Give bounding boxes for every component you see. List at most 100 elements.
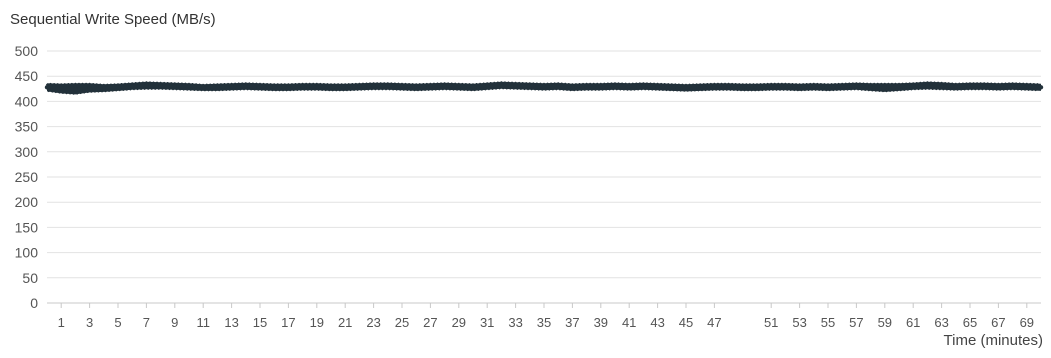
data-point <box>655 84 660 89</box>
chart-title: Sequential Write Speed (MB/s) <box>10 11 216 28</box>
data-point <box>698 85 703 90</box>
data-point <box>158 83 163 88</box>
y-tick-label: 250 <box>15 169 39 185</box>
y-tick-label: 50 <box>22 270 38 286</box>
data-point <box>470 85 476 90</box>
data-point <box>584 84 589 89</box>
data-point <box>740 85 745 90</box>
x-tick-label: 1 <box>58 315 65 330</box>
data-point <box>328 85 334 90</box>
x-tick-label: 51 <box>764 315 778 330</box>
data-point <box>1010 84 1015 89</box>
x-tick-label: 35 <box>537 315 551 330</box>
x-tick-label: 63 <box>934 315 948 330</box>
data-point <box>414 85 419 90</box>
x-tick-label: 31 <box>480 315 494 330</box>
data-point <box>101 86 107 92</box>
data-point <box>641 84 646 89</box>
x-tick-label: 11 <box>196 315 210 330</box>
data-point <box>840 84 845 89</box>
data-point <box>868 85 873 90</box>
y-tick-label: 450 <box>15 68 39 84</box>
data-point <box>825 85 831 90</box>
data-point <box>669 85 674 90</box>
data-point <box>627 84 632 89</box>
data-point <box>953 84 958 89</box>
data-point <box>385 84 390 89</box>
x-tick-label: 37 <box>565 315 579 330</box>
data-point <box>754 85 760 90</box>
data-point <box>286 85 291 90</box>
data-point <box>911 84 916 89</box>
x-tick-label: 21 <box>338 315 352 330</box>
data-point <box>499 83 504 88</box>
data-point <box>115 85 121 90</box>
y-tick-label: 0 <box>30 295 38 311</box>
x-tick-label: 5 <box>114 315 121 330</box>
x-tick-label: 13 <box>224 315 238 330</box>
y-tick-label: 200 <box>15 194 39 210</box>
x-tick-label: 41 <box>622 315 636 330</box>
data-point <box>513 83 518 88</box>
data-point <box>726 84 731 89</box>
x-tick-label: 59 <box>878 315 892 330</box>
data-point <box>87 86 92 91</box>
x-tick-label: 53 <box>792 315 806 330</box>
data-point <box>967 84 973 89</box>
data-point <box>314 84 319 89</box>
data-point <box>300 84 305 89</box>
y-tick-label: 300 <box>15 144 39 160</box>
x-tick-label: 65 <box>963 315 977 330</box>
data-point <box>939 84 944 89</box>
data-point <box>399 84 405 89</box>
data-point <box>996 84 1001 89</box>
data-point <box>44 85 50 90</box>
data-point <box>598 84 603 89</box>
y-tick-label: 100 <box>15 245 39 261</box>
data-point <box>215 85 220 90</box>
data-point <box>172 84 177 89</box>
data-point <box>882 85 887 90</box>
data-point <box>541 84 547 89</box>
data-point <box>144 83 149 88</box>
data-point <box>570 85 575 90</box>
x-tick-label: 67 <box>991 315 1005 330</box>
x-tick-label: 23 <box>366 315 380 330</box>
data-point <box>229 84 234 89</box>
x-tick-label: 29 <box>452 315 466 330</box>
data-point <box>343 85 348 90</box>
data-point <box>769 84 774 89</box>
x-tick-label: 19 <box>310 315 324 330</box>
data-point <box>811 84 816 89</box>
data-point <box>442 84 447 89</box>
x-tick-label: 33 <box>508 315 522 330</box>
data-point <box>612 84 618 89</box>
data-point <box>73 87 78 92</box>
y-tick-label: 150 <box>15 219 39 235</box>
data-point <box>1024 84 1030 89</box>
x-tick-label: 39 <box>594 315 608 330</box>
x-tick-label: 27 <box>423 315 437 330</box>
data-point <box>925 83 930 88</box>
x-axis-title: Time (minutes) <box>943 332 1043 349</box>
x-tick-label: 69 <box>1020 315 1034 330</box>
data-point <box>854 84 859 89</box>
x-tick-label: 61 <box>906 315 920 330</box>
data-point <box>797 85 802 90</box>
x-axis <box>60 303 1028 308</box>
y-tick-label: 500 <box>15 43 39 59</box>
data-point <box>201 85 206 90</box>
data-point <box>186 84 192 89</box>
x-tick-label: 25 <box>395 315 409 330</box>
data-point <box>982 84 987 89</box>
data-point <box>683 85 689 90</box>
y-tick-label: 350 <box>15 119 39 135</box>
data-point <box>357 84 362 89</box>
x-tick-label: 15 <box>253 315 267 330</box>
x-tick-label: 17 <box>281 315 295 330</box>
data-point <box>428 84 433 89</box>
data-point <box>59 86 64 91</box>
y-tick-label: 400 <box>15 93 39 109</box>
data-point <box>456 84 461 89</box>
